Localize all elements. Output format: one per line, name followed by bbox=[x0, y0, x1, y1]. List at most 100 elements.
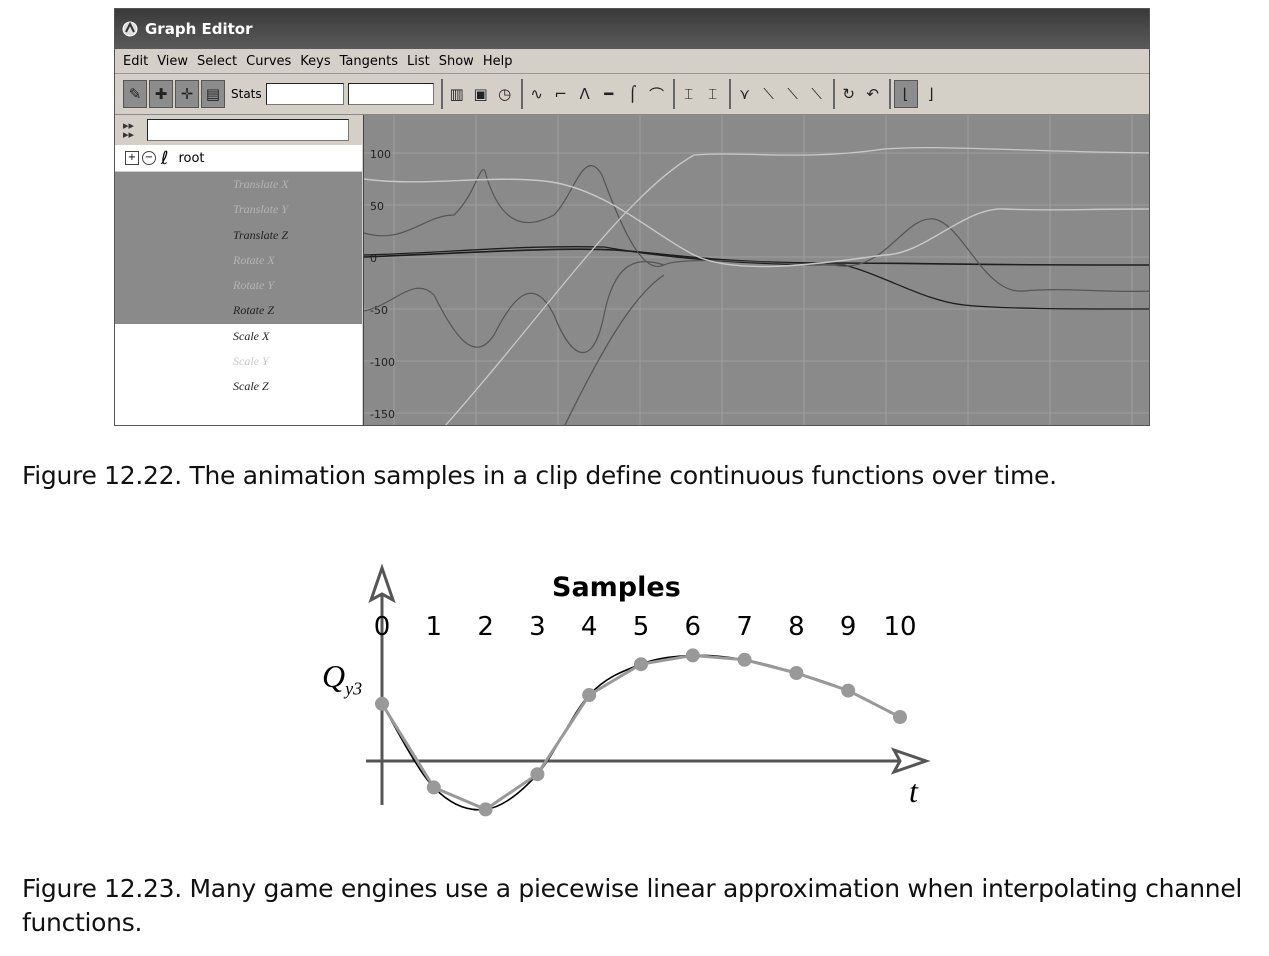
channel-row[interactable]: Rotate X bbox=[115, 247, 362, 274]
sample-index-label: 10 bbox=[883, 612, 916, 642]
channel-row[interactable]: Rotate Y bbox=[115, 273, 362, 299]
channel-row[interactable]: Scale Y bbox=[115, 349, 362, 375]
window-title: Graph Editor bbox=[145, 20, 253, 38]
unify-tangents-icon[interactable]: ⌶ bbox=[708, 85, 718, 103]
weighted-tangents-icon[interactable]: ⟍ bbox=[811, 85, 822, 103]
spline-tangent-icon[interactable]: ∿ bbox=[530, 85, 543, 103]
unlock-weight-icon[interactable]: ⟍ bbox=[787, 85, 798, 103]
sample-point bbox=[582, 688, 597, 702]
stats-value-field[interactable] bbox=[347, 83, 434, 105]
expand-icon[interactable]: + bbox=[125, 151, 139, 165]
menu-tangents[interactable]: Tangents bbox=[339, 53, 398, 69]
plateau-tangent-icon[interactable]: ⌒ bbox=[649, 85, 665, 104]
buffer-curve-icon[interactable]: ▥ bbox=[449, 85, 464, 103]
frame-selection-icon[interactable]: ◷ bbox=[498, 85, 512, 103]
sample-index-label: 3 bbox=[529, 612, 546, 642]
toolbar-divider bbox=[728, 79, 731, 109]
channel-row[interactable]: Translate Z bbox=[115, 222, 362, 248]
menu-edit[interactable]: Edit bbox=[123, 53, 149, 69]
y-axis-label-main: Q bbox=[322, 658, 346, 694]
insert-key-icon[interactable]: ✚ bbox=[149, 80, 173, 108]
stats-label: Stats bbox=[231, 87, 262, 101]
sample-index-label: 0 bbox=[374, 612, 391, 642]
y-tick-label: 0 bbox=[370, 252, 377, 265]
break-tangents-icon[interactable]: ⌶ bbox=[684, 85, 694, 103]
graph-view[interactable]: 100 50 0 -50 -100 -150 bbox=[363, 115, 1149, 425]
graph-editor-window: Graph Editor Edit View Select Curves Key… bbox=[114, 8, 1150, 426]
animation-curve[interactable] bbox=[364, 261, 665, 354]
menu-help[interactable]: Help bbox=[482, 53, 513, 69]
linear-tangent-icon[interactable]: ⌐ bbox=[554, 85, 567, 103]
clamped-tangent-icon[interactable]: Λ bbox=[579, 85, 590, 103]
step-tangent-icon[interactable]: ⌠ bbox=[628, 85, 637, 103]
sample-index-label: 1 bbox=[426, 612, 443, 642]
sample-index-label: 8 bbox=[788, 612, 805, 642]
y-tick-label: -150 bbox=[370, 408, 395, 421]
menu-show[interactable]: Show bbox=[438, 53, 474, 69]
piecewise-linear-curve bbox=[380, 653, 901, 812]
move-key-icon[interactable]: ✎ bbox=[123, 80, 147, 108]
channel-row[interactable]: Scale Z bbox=[115, 374, 362, 400]
outliner-root-row[interactable]: + − ℓ root bbox=[115, 145, 362, 172]
sample-point bbox=[841, 683, 856, 698]
pre-infinity-icon[interactable]: ⌊ bbox=[893, 80, 918, 108]
chart-title: Samples bbox=[552, 572, 681, 603]
post-infinity-icon[interactable]: ↶ bbox=[866, 85, 879, 103]
window-title-bar[interactable]: Graph Editor bbox=[115, 9, 1149, 49]
outliner-filter: ▸▸ ▸▸ bbox=[115, 115, 362, 145]
channel-row[interactable]: Translate X bbox=[115, 172, 362, 198]
channel-outliner: ▸▸ ▸▸ + − ℓ root Translate X Translate Y Tr… bbox=[115, 115, 362, 425]
frame-all-icon[interactable]: ▣ bbox=[473, 85, 488, 103]
sample-index-label: 7 bbox=[736, 612, 753, 642]
menu-list[interactable]: List bbox=[407, 53, 430, 69]
toolbar-divider bbox=[672, 79, 675, 109]
maya-app-icon bbox=[121, 20, 139, 38]
sample-point bbox=[375, 696, 389, 711]
root-label: root bbox=[178, 150, 205, 166]
menu-select[interactable]: Select bbox=[197, 53, 238, 69]
y-axis-label-sub: y3 bbox=[345, 678, 363, 699]
lattice-deform-icon[interactable]: ▤ bbox=[201, 80, 225, 108]
y-tick-label: -100 bbox=[370, 356, 395, 369]
channel-row[interactable]: Scale X bbox=[115, 323, 362, 350]
sample-point bbox=[789, 666, 804, 680]
cycle-icon[interactable]: ↻ bbox=[842, 85, 855, 103]
figure-caption-12-22: Figure 12.22. The animation samples in a… bbox=[22, 461, 1057, 490]
sample-point bbox=[685, 648, 700, 663]
y-axis-arrow bbox=[368, 563, 396, 604]
toolbar-divider bbox=[520, 79, 523, 109]
filter-icon[interactable]: ▸▸ ▸▸ bbox=[123, 119, 135, 141]
y-tick-label: 50 bbox=[370, 200, 384, 213]
collapse-icon[interactable]: − bbox=[142, 151, 156, 165]
menu-keys[interactable]: Keys bbox=[300, 53, 331, 69]
animation-curve[interactable] bbox=[364, 246, 1150, 310]
sample-index-label: 9 bbox=[840, 612, 857, 642]
lock-weight-icon[interactable]: ⟍ bbox=[763, 85, 774, 103]
channel-row[interactable]: Rotate Z bbox=[115, 298, 362, 324]
animation-curve[interactable] bbox=[364, 178, 1150, 268]
animation-curve[interactable] bbox=[444, 147, 1150, 426]
animation-curve[interactable] bbox=[364, 165, 1150, 293]
snap-icon[interactable]: ⌋ bbox=[927, 85, 934, 103]
x-axis-arrow bbox=[890, 747, 931, 775]
channel-list: Translate X Translate Y Translate Z Rotate … bbox=[115, 172, 362, 400]
samples-chart: 0 1 2 3 4 5 6 7 8 9 10 bbox=[366, 563, 931, 817]
menu-view[interactable]: View bbox=[157, 53, 189, 69]
flat-tangent-icon[interactable]: ━ bbox=[604, 85, 614, 103]
outliner-search-field[interactable] bbox=[147, 119, 349, 141]
animation-curve[interactable] bbox=[564, 274, 665, 426]
sample-point bbox=[530, 767, 545, 782]
menu-curves[interactable]: Curves bbox=[246, 53, 292, 69]
toolbar: ✎ ✚ ✛ ▤ Stats ▥ ▣ ◷ ∿ ⌐ Λ ━ ⌠ ⌒ ⌶ ⌶ ⋎ ⟍ … bbox=[115, 74, 1149, 115]
menu-bar: Edit View Select Curves Keys Tangents Li… bbox=[115, 49, 1149, 74]
toolbar-divider bbox=[888, 79, 891, 109]
animation-curve[interactable] bbox=[364, 248, 1150, 266]
sample-index-label: 2 bbox=[477, 612, 494, 642]
free-weight-icon[interactable]: ⋎ bbox=[739, 85, 751, 103]
stats-time-field[interactable] bbox=[265, 83, 344, 105]
sample-point bbox=[426, 780, 441, 795]
toolbar-divider bbox=[440, 79, 443, 109]
channel-row[interactable]: Translate Y bbox=[115, 197, 362, 223]
add-key-icon[interactable]: ✛ bbox=[175, 80, 199, 108]
